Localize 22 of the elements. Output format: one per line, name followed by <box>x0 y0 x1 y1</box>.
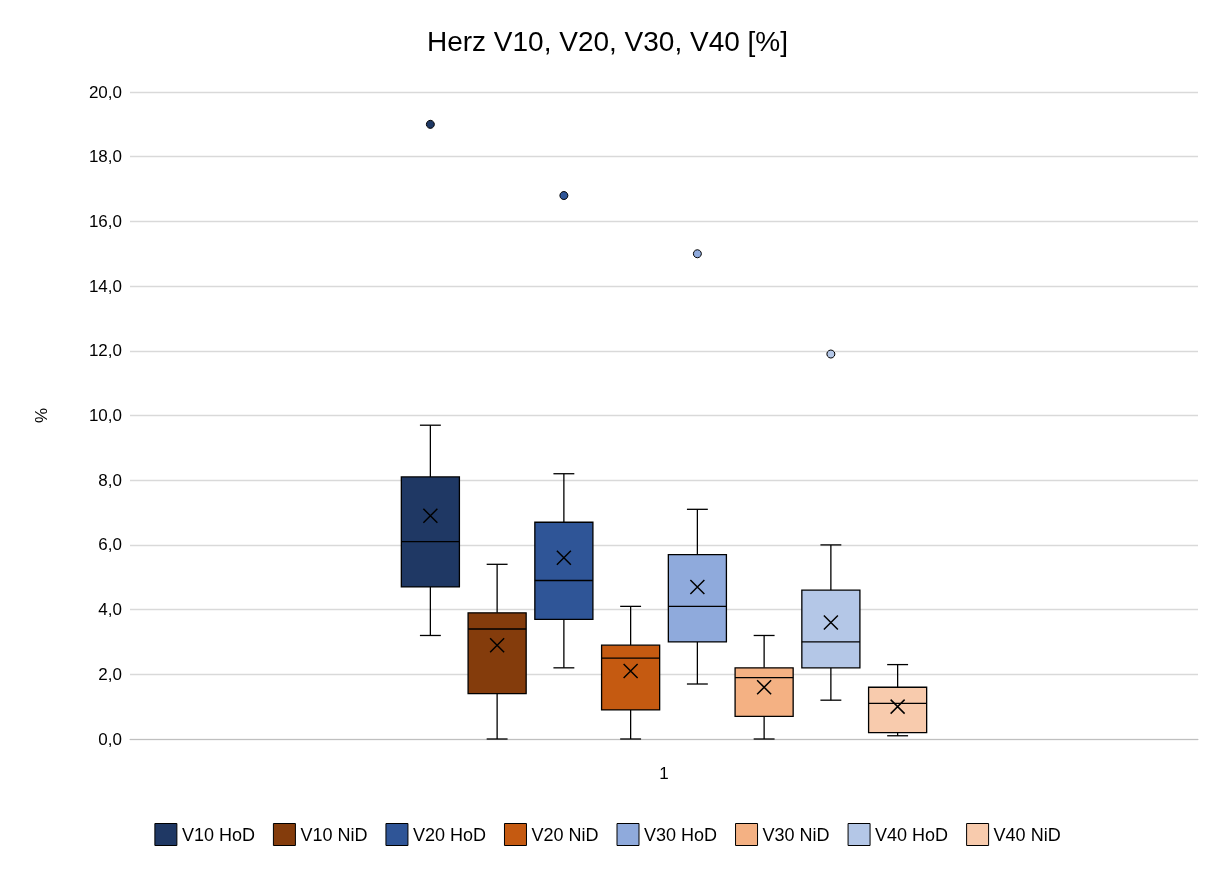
y-tick-label: 6,0 <box>98 535 122 555</box>
y-tick-label: 14,0 <box>88 276 122 296</box>
y-tick-label: 0,0 <box>98 729 122 749</box>
y-tick-label: 2,0 <box>98 664 122 684</box>
chart-title: Herz V10, V20, V30, V40 [%] <box>426 25 789 57</box>
legend-label: V20 HoD <box>412 824 486 845</box>
x-tick-label: 1 <box>659 764 669 783</box>
legend-label: V10 NiD <box>300 824 368 845</box>
legend-label: V10 HoD <box>181 824 255 845</box>
y-tick-label: 4,0 <box>98 600 122 620</box>
legend-label: V40 NiD <box>993 824 1061 845</box>
y-tick-label: 8,0 <box>98 470 122 490</box>
y-axis-title: % <box>32 407 51 424</box>
y-tick-label: 20,0 <box>88 82 122 102</box>
y-tick-label: 16,0 <box>88 211 122 231</box>
legend-label: V40 HoD <box>875 824 949 845</box>
legend-label: V30 HoD <box>644 824 718 845</box>
y-tick-label: 18,0 <box>88 147 122 167</box>
legend-label: V20 NiD <box>531 824 599 845</box>
legend-label: V30 NiD <box>762 824 830 845</box>
y-tick-label: 10,0 <box>88 406 122 425</box>
y-tick-label: 12,0 <box>88 341 122 361</box>
